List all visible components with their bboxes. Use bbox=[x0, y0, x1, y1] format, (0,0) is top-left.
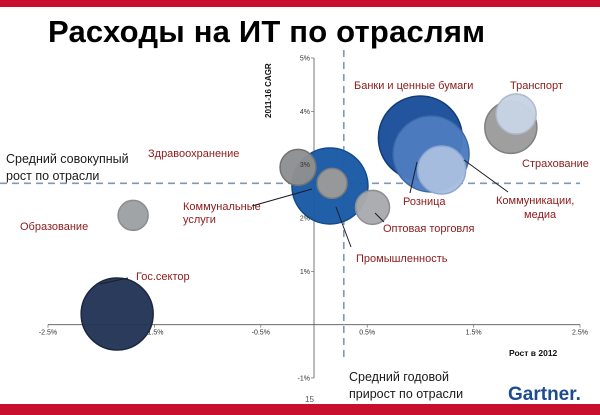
avg-cagr-note-1: Средний совокупный bbox=[6, 152, 129, 166]
y-tick-label: -1% bbox=[298, 376, 310, 383]
bottom-accent-bar bbox=[0, 404, 600, 415]
y-tick-label: 4% bbox=[300, 109, 310, 116]
y-tick-label: 1% bbox=[300, 269, 310, 276]
label-industry: Промышленность bbox=[356, 253, 448, 265]
x-tick-label: -0.5% bbox=[252, 330, 270, 337]
label-comms-2: медиа bbox=[524, 209, 557, 221]
page-number: 15 bbox=[305, 395, 314, 404]
x-axis-label: Рост в 2012 bbox=[509, 348, 558, 358]
avg-growth-note-1: Средний годовой bbox=[349, 370, 449, 384]
leader-lines bbox=[99, 159, 509, 285]
top-accent-bar bbox=[0, 0, 600, 7]
bubble-9 bbox=[495, 93, 537, 135]
x-tick-label: 2.5% bbox=[572, 330, 588, 337]
bubble-8 bbox=[416, 145, 467, 195]
bubble-5 bbox=[354, 189, 391, 226]
label-education: Образование bbox=[20, 221, 88, 233]
slide-title: Расходы на ИТ по отраслям bbox=[48, 14, 486, 49]
label-comms-1: Коммуникации, bbox=[496, 195, 574, 207]
label-healthcare: Здравоохранение bbox=[148, 148, 239, 160]
bubbles bbox=[80, 93, 538, 351]
avg-cagr-note-2: рост по отрасли bbox=[6, 169, 99, 183]
gartner-logo: Gartner. bbox=[508, 384, 581, 405]
x-tick-label: -2.5% bbox=[39, 330, 57, 337]
x-tick-label: 1.5% bbox=[466, 330, 482, 337]
label-retail: Розница bbox=[403, 196, 446, 208]
tick-labels: -2.5% -1.5% -0.5% 0.5% 1.5% 2.5% -1% 1% 2% 3% 4% 5% bbox=[39, 56, 588, 383]
bubble-2 bbox=[279, 148, 317, 187]
x-tick-label: 0.5% bbox=[359, 330, 375, 337]
x-tick-label: -1.5% bbox=[145, 330, 163, 337]
label-government: Гос.сектор bbox=[136, 271, 190, 283]
label-transport: Транспорт bbox=[510, 80, 563, 92]
label-utilities-1: Коммунальные bbox=[183, 201, 261, 213]
y-tick-label: 3% bbox=[300, 162, 310, 169]
y-tick-label: 2% bbox=[300, 216, 310, 223]
label-utilities-2: услуги bbox=[183, 214, 216, 226]
avg-growth-note-2: прирост по отрасли bbox=[349, 387, 463, 401]
bubble-4 bbox=[316, 167, 348, 200]
y-tick-label: 5% bbox=[300, 56, 310, 63]
y-axis-label: 2011-16 CAGR bbox=[264, 63, 273, 118]
label-wholesale: Оптовая торговля bbox=[383, 223, 474, 235]
label-insurance: Страхование bbox=[522, 158, 589, 170]
bubble-1 bbox=[117, 199, 149, 232]
bubble-0 bbox=[80, 277, 154, 351]
label-banks: Банки и ценные бумаги bbox=[354, 80, 473, 92]
